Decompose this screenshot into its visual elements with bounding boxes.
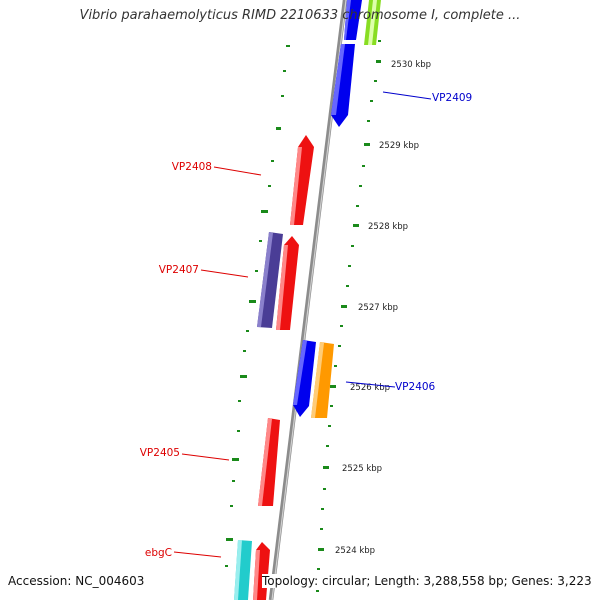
- gene-vp2406-orange[interactable]: [311, 342, 334, 418]
- gene-ebgc[interactable]: [253, 542, 270, 600]
- scale-label: 2526 kbp: [350, 383, 390, 393]
- scale-label: 2529 kbp: [379, 141, 419, 151]
- gene-label-vp2405: VP2405: [140, 447, 180, 459]
- gene-labels: VP2409 VP2408 VP2407 VP2406 VP2405 ebgC: [140, 92, 473, 559]
- scale-labels: 2530 kbp 2529 kbp 2528 kbp 2527 kbp 2526…: [335, 60, 431, 556]
- gene-vp2409[interactable]: [331, 44, 355, 127]
- gene-vp2406-blue[interactable]: [293, 340, 316, 417]
- leader-lines: [173, 91, 432, 558]
- outer-ring-left: [225, 45, 290, 567]
- gene-vp2405[interactable]: [258, 418, 280, 506]
- gene-top-blue[interactable]: [344, 0, 362, 40]
- gene-top-green[interactable]: [364, 0, 381, 45]
- accession-text: Accession: NC_004603: [8, 574, 145, 588]
- gene-label-vp2408: VP2408: [172, 161, 212, 173]
- gene-vp2407-purple[interactable]: [257, 232, 283, 328]
- gene-vp2407-red[interactable]: [276, 236, 299, 330]
- gene-label-vp2407: VP2407: [159, 264, 199, 276]
- gene-label-ebgc: ebgC: [145, 547, 172, 559]
- scale-label: 2527 kbp: [358, 303, 398, 313]
- scale-label: 2525 kbp: [342, 464, 382, 474]
- map-title: Vibrio parahaemolyticus RIMD 2210633 chr…: [79, 8, 521, 23]
- inner-ring-right: [316, 40, 381, 592]
- gene-vp2408[interactable]: [290, 135, 314, 225]
- scale-label: 2524 kbp: [335, 546, 375, 556]
- genome-summary-text: Topology: circular; Length: 3,288,558 bp…: [262, 574, 592, 588]
- gene-label-vp2409: VP2409: [432, 92, 472, 104]
- gene-cyan[interactable]: [234, 540, 252, 600]
- scale-label: 2530 kbp: [391, 60, 431, 70]
- backbone-line: [268, 0, 348, 601]
- gene-label-vp2406: VP2406: [395, 381, 436, 393]
- scale-label: 2528 kbp: [368, 222, 408, 232]
